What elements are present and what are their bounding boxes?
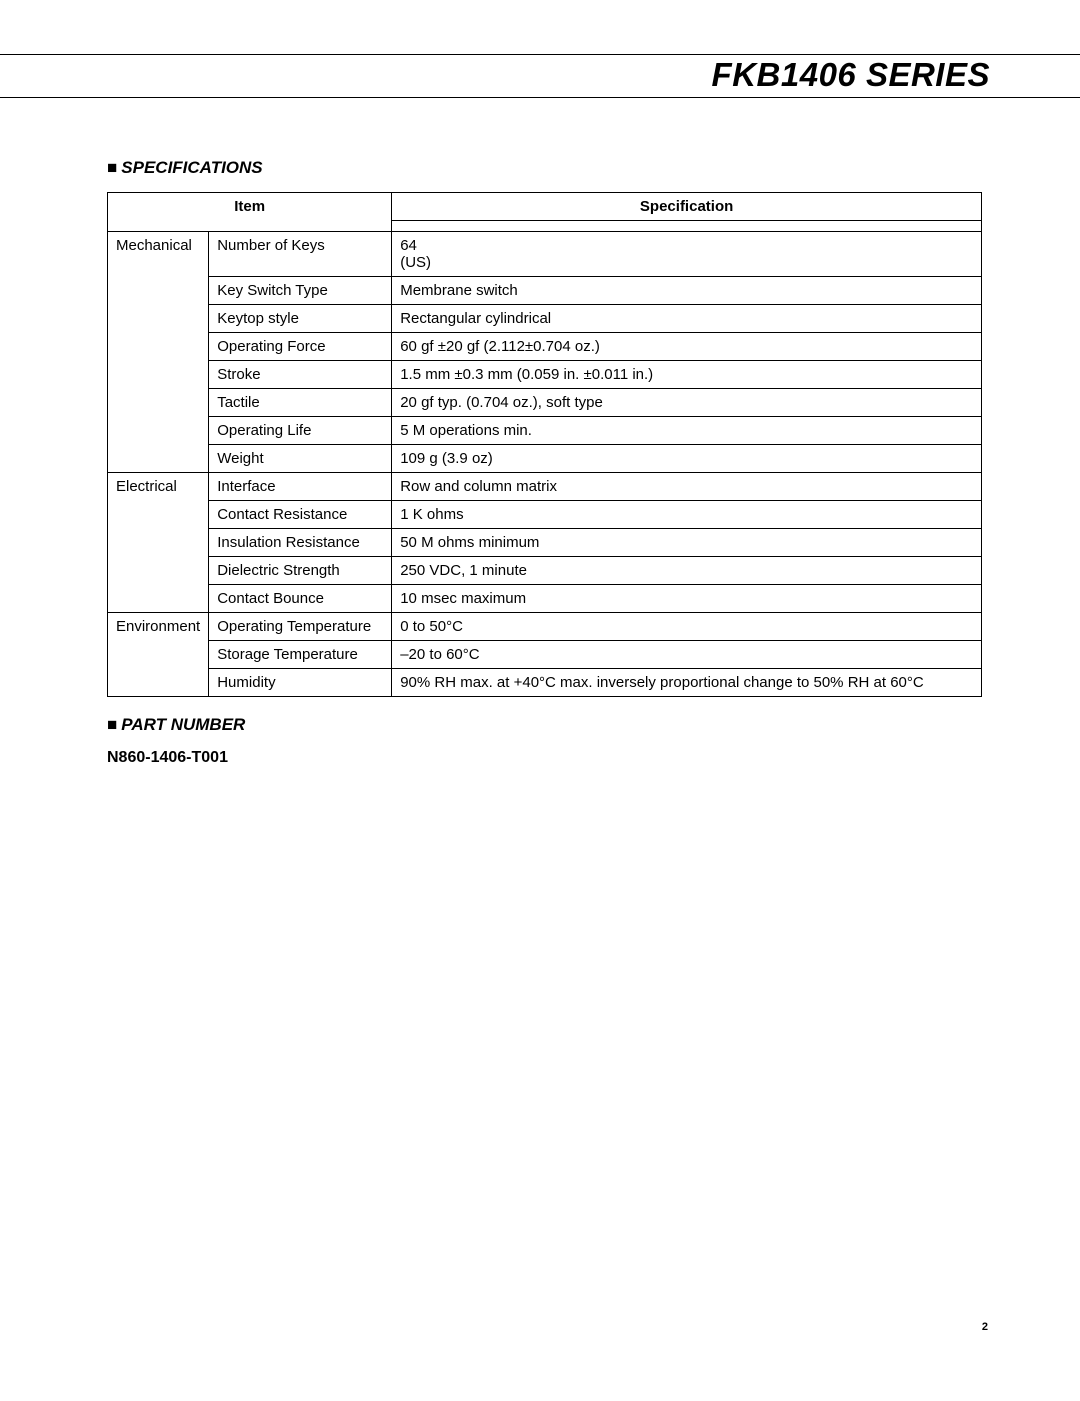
spec-cell: 50 M ohms minimum [392,529,982,557]
spec-header-spacer [392,221,982,232]
spec-cell: –20 to 60°C [392,641,982,669]
table-row: ElectricalInterfaceRow and column matrix [108,473,982,501]
item-cell: Dielectric Strength [209,557,392,585]
item-cell: Stroke [209,361,392,389]
spec-cell: 109 g (3.9 oz) [392,445,982,473]
spec-cell: 90% RH max. at +40°C max. inversely prop… [392,669,982,697]
header-rule-bottom [0,97,1080,98]
item-cell: Interface [209,473,392,501]
table-row: Humidity90% RH max. at +40°C max. invers… [108,669,982,697]
table-row: Stroke1.5 mm ±0.3 mm (0.059 in. ±0.011 i… [108,361,982,389]
spec-cell: Membrane switch [392,277,982,305]
table-row: Dielectric Strength250 VDC, 1 minute [108,557,982,585]
spec-cell: 60 gf ±20 gf (2.112±0.704 oz.) [392,333,982,361]
category-cell: Environment [108,613,209,697]
spec-cell: 250 VDC, 1 minute [392,557,982,585]
item-cell: Operating Temperature [209,613,392,641]
specifications-table: Item Specification MechanicalNumber of K… [107,192,982,697]
item-cell: Weight [209,445,392,473]
specifications-heading: ■SPECIFICATIONS [107,158,982,178]
spec-cell: Row and column matrix [392,473,982,501]
item-cell: Keytop style [209,305,392,333]
content-area: ■SPECIFICATIONS Item Specification Mecha… [107,158,982,767]
table-row: Operating Force60 gf ±20 gf (2.112±0.704… [108,333,982,361]
table-row: Key Switch TypeMembrane switch [108,277,982,305]
item-cell: Humidity [209,669,392,697]
spec-cell: 0 to 50°C [392,613,982,641]
spec-cell: 1 K ohms [392,501,982,529]
page-number: 2 [982,1321,988,1333]
specifications-heading-text: SPECIFICATIONS [121,158,262,177]
bullet-icon: ■ [107,158,117,178]
table-row: Contact Bounce10 msec maximum [108,585,982,613]
table-row: Contact Resistance1 K ohms [108,501,982,529]
item-cell: Operating Life [209,417,392,445]
table-row: Keytop styleRectangular cylindrical [108,305,982,333]
table-row: Tactile20 gf typ. (0.704 oz.), soft type [108,389,982,417]
spec-cell: 64 (US) [392,232,982,277]
bullet-icon: ■ [107,715,117,735]
header-rule-top [0,54,1080,55]
item-cell: Storage Temperature [209,641,392,669]
table-row: Weight109 g (3.9 oz) [108,445,982,473]
col-header-item: Item [108,193,392,232]
spec-cell: Rectangular cylindrical [392,305,982,333]
category-cell: Mechanical [108,232,209,473]
item-cell: Contact Resistance [209,501,392,529]
table-row: Operating Life5 M operations min. [108,417,982,445]
item-cell: Operating Force [209,333,392,361]
table-row: Storage Temperature–20 to 60°C [108,641,982,669]
item-cell: Contact Bounce [209,585,392,613]
spec-cell: 20 gf typ. (0.704 oz.), soft type [392,389,982,417]
item-cell: Key Switch Type [209,277,392,305]
series-title: FKB1406 SERIES [712,56,990,94]
part-number-heading-text: PART NUMBER [121,715,245,734]
col-header-spec: Specification [392,193,982,221]
category-cell: Electrical [108,473,209,613]
spec-cell: 1.5 mm ±0.3 mm (0.059 in. ±0.011 in.) [392,361,982,389]
part-number-value: N860-1406-T001 [107,749,982,767]
part-number-heading: ■PART NUMBER [107,715,982,735]
item-cell: Tactile [209,389,392,417]
spec-cell: 5 M operations min. [392,417,982,445]
table-row: EnvironmentOperating Temperature 0 to 50… [108,613,982,641]
item-cell: Insulation Resistance [209,529,392,557]
item-cell: Number of Keys [209,232,392,277]
spec-cell: 10 msec maximum [392,585,982,613]
table-row: MechanicalNumber of Keys64 (US) [108,232,982,277]
table-row: Insulation Resistance50 M ohms minimum [108,529,982,557]
